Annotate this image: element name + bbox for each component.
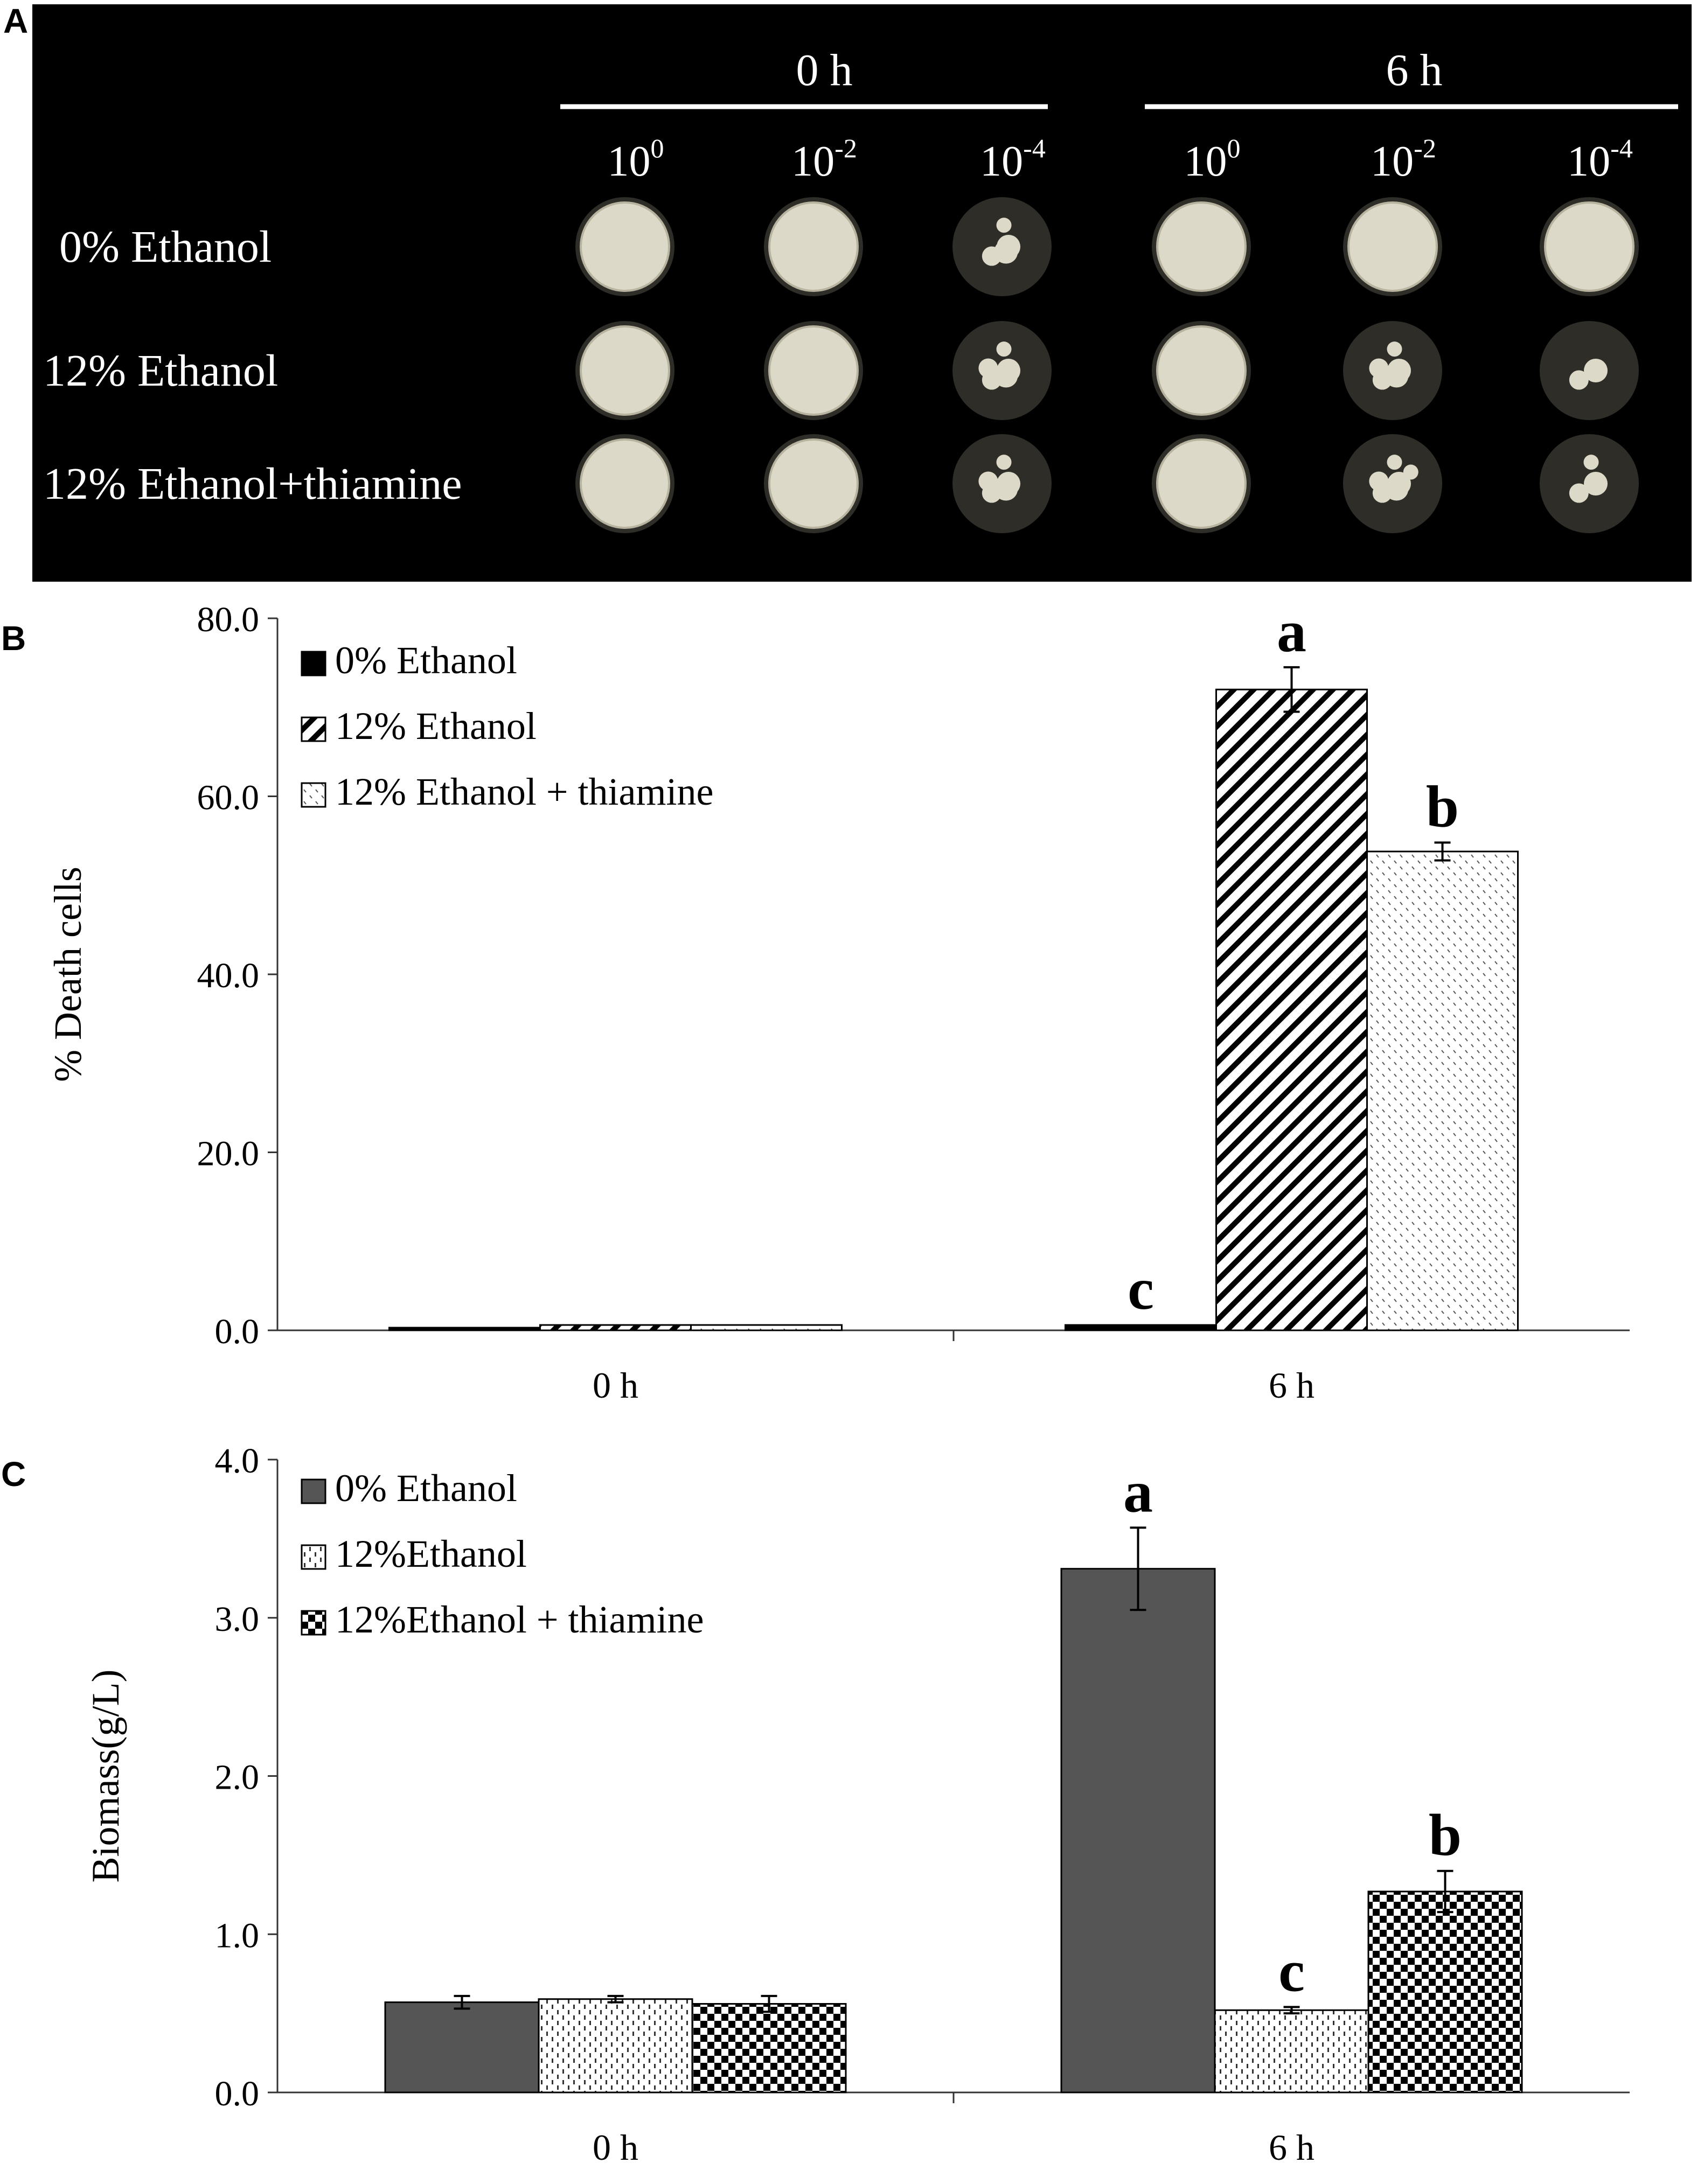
row-label: 12% Ethanol bbox=[43, 346, 278, 396]
legend-swatch bbox=[301, 1544, 326, 1570]
single-colony bbox=[978, 471, 998, 491]
single-colony bbox=[996, 455, 1012, 470]
single-colony bbox=[994, 240, 1018, 264]
colony-growth bbox=[581, 203, 669, 291]
bar bbox=[384, 2001, 540, 2094]
colony-growth bbox=[769, 439, 858, 528]
single-colony bbox=[994, 364, 1018, 388]
dilution-label: 10-2 bbox=[1371, 133, 1436, 185]
colony-growth bbox=[1157, 203, 1246, 291]
single-colony bbox=[994, 477, 1018, 501]
row-label: 12% Ethanol+thiamine bbox=[43, 459, 462, 509]
dilution-label: 10-4 bbox=[1567, 133, 1633, 185]
significance-letter: a bbox=[1123, 1459, 1153, 1524]
bar bbox=[1367, 1890, 1523, 2094]
y-tick-label: 0.0 bbox=[215, 1312, 260, 1351]
y-tick-label: 4.0 bbox=[215, 1441, 260, 1481]
bar bbox=[1065, 1324, 1217, 1331]
legend-label: 12%Ethanol bbox=[335, 1532, 527, 1575]
legend-swatch bbox=[301, 1610, 326, 1636]
x-tick-label: 0 h bbox=[593, 2127, 638, 2168]
colony-growth bbox=[769, 326, 858, 415]
bar bbox=[1214, 2009, 1369, 2094]
single-colony bbox=[1584, 472, 1608, 496]
significance-letter: c bbox=[1128, 1256, 1154, 1322]
single-colony bbox=[1583, 455, 1599, 470]
x-tick-label: 6 h bbox=[1269, 1365, 1315, 1406]
colony-growth bbox=[581, 439, 669, 528]
significance-letter: b bbox=[1429, 1802, 1462, 1868]
bar bbox=[388, 1327, 541, 1331]
legend-label: 0% Ethanol bbox=[335, 639, 517, 682]
panel-b-letter: B bbox=[1, 619, 26, 658]
single-colony bbox=[996, 341, 1012, 357]
legend-swatch bbox=[301, 716, 326, 742]
bar bbox=[538, 1998, 693, 2094]
y-axis-label: % Death cells bbox=[46, 867, 89, 1082]
y-tick-label: 1.0 bbox=[215, 1916, 260, 1955]
single-colony bbox=[1387, 455, 1402, 470]
single-colony bbox=[1369, 471, 1389, 491]
y-tick-label: 20.0 bbox=[197, 1134, 260, 1174]
single-colony bbox=[1387, 341, 1402, 357]
single-colony bbox=[1385, 477, 1409, 501]
y-axis-label: Biomass(g/L) bbox=[84, 1670, 127, 1883]
row-label: 0% Ethanol bbox=[59, 222, 272, 272]
single-colony bbox=[1369, 358, 1389, 378]
bar bbox=[539, 1324, 692, 1331]
time-group-label: 0 h bbox=[796, 45, 853, 95]
legend-label: 12% Ethanol bbox=[335, 704, 537, 748]
single-colony bbox=[978, 358, 998, 378]
colony-growth bbox=[1157, 439, 1246, 528]
panel-a-letter: A bbox=[3, 2, 29, 40]
colony-growth bbox=[1545, 203, 1633, 291]
bar bbox=[1215, 688, 1368, 1331]
bar bbox=[690, 1324, 843, 1331]
single-colony bbox=[1569, 483, 1589, 503]
bar bbox=[1366, 850, 1519, 1331]
colony-growth bbox=[581, 326, 669, 415]
colony-growth bbox=[1157, 326, 1246, 415]
colony-growth bbox=[769, 203, 858, 291]
y-tick-label: 0.0 bbox=[215, 2074, 260, 2113]
significance-letter: a bbox=[1277, 598, 1306, 664]
x-tick-label: 0 h bbox=[593, 1365, 638, 1406]
time-group-label: 6 h bbox=[1386, 45, 1443, 95]
single-colony bbox=[1584, 359, 1608, 382]
colony-growth bbox=[1348, 203, 1437, 291]
legend-swatch bbox=[301, 651, 326, 676]
dilution-label: 100 bbox=[1184, 133, 1241, 185]
single-colony bbox=[1385, 364, 1409, 388]
single-colony bbox=[1403, 464, 1418, 480]
bar bbox=[1060, 1568, 1216, 2094]
legend-swatch bbox=[301, 782, 326, 808]
y-tick-label: 60.0 bbox=[197, 778, 260, 818]
y-tick-label: 80.0 bbox=[197, 600, 260, 639]
legend-label: 12%Ethanol + thiamine bbox=[335, 1598, 704, 1641]
dilution-label: 100 bbox=[608, 133, 664, 185]
significance-letter: b bbox=[1426, 773, 1459, 839]
y-tick-label: 40.0 bbox=[197, 956, 260, 995]
panel-c-biomass-chart: 0.0 1.0 2.0 3.0 4.0 Biomass(g/L) 0 h 6 h a c b 0% E… bbox=[84, 1441, 1630, 2168]
single-colony bbox=[996, 218, 1012, 233]
x-tick-label: 6 h bbox=[1269, 2127, 1315, 2168]
legend-label: 0% Ethanol bbox=[335, 1467, 517, 1510]
dilution-label: 10-4 bbox=[980, 133, 1046, 185]
dilution-label: 10-2 bbox=[791, 133, 857, 185]
significance-letter: c bbox=[1278, 1938, 1305, 2004]
single-colony bbox=[1569, 370, 1589, 390]
panel-b-death-cells-chart: 0.0 20.0 40.0 60.0 80.0 % Death cells 0 h 6 h c a… bbox=[46, 598, 1630, 1406]
panel-c-letter: C bbox=[1, 1455, 26, 1494]
legend-swatch bbox=[301, 1478, 326, 1504]
bar bbox=[691, 2003, 847, 2094]
legend-label: 12% Ethanol + thiamine bbox=[335, 770, 713, 813]
panel-a-spot-assay: 0 h 100 10-2 10-4 6 h 100 10-2 10-4 0% Ethanol 12… bbox=[32, 4, 1692, 582]
y-tick-label: 3.0 bbox=[215, 1600, 260, 1639]
y-tick-label: 2.0 bbox=[215, 1758, 260, 1797]
